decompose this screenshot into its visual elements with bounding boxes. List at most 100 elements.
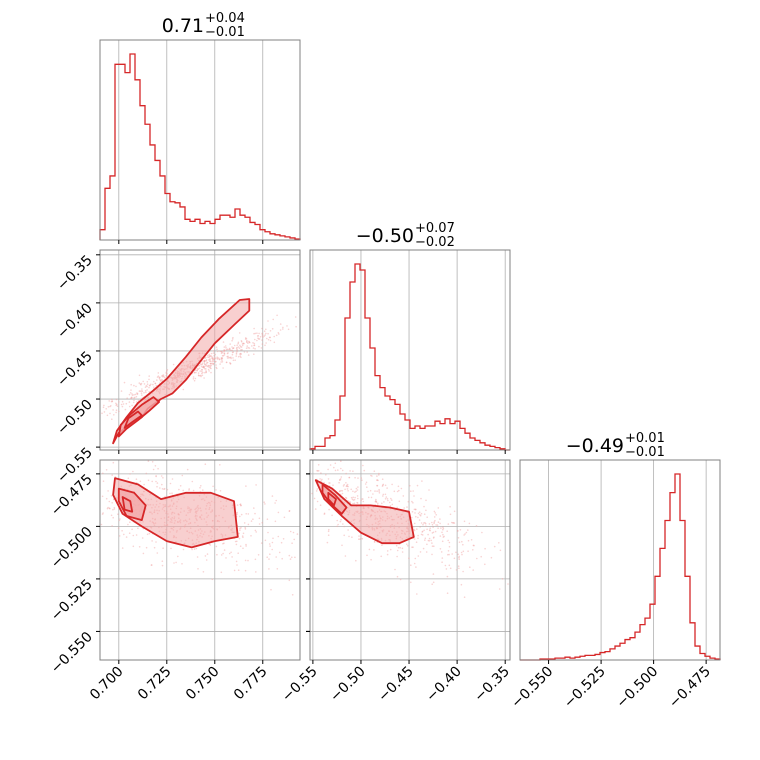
scatter-points-p1-p2-point <box>261 339 263 341</box>
scatter-points-p2-p3-point <box>457 537 460 539</box>
scatter-points-p2-p3-point <box>452 522 455 524</box>
scatter-points-p1-p3-point <box>145 546 148 549</box>
scatter-points-p1-p2-point <box>192 378 195 380</box>
scatter-points-p1-p2-point <box>240 356 242 359</box>
scatter-points-p1-p3-point <box>250 535 252 537</box>
scatter-points-p1-p3-point <box>141 537 144 539</box>
scatter-points-p2-p3-point <box>360 477 363 479</box>
scatter-points-p1-p3-point <box>102 512 104 514</box>
scatter-points-p1-p2-point <box>161 379 163 382</box>
scatter-points-p2-p3-point <box>442 527 445 530</box>
scatter-points-p1-p3-point <box>146 533 149 536</box>
scatter-points-p1-p2-point <box>166 372 168 375</box>
scatter-points-p1-p3-point <box>155 480 157 483</box>
scatter-points-p2-p3-point <box>316 500 319 503</box>
scatter-points-p2-p3-point <box>334 462 337 465</box>
scatter-points-p1-p2-point <box>203 360 206 363</box>
scatter-points-p1-p2-point <box>205 356 207 359</box>
scatter-points-p1-p3-point <box>258 517 261 520</box>
scatter-points-p2-p3-point <box>410 564 412 566</box>
scatter-points-p1-p2-point <box>207 364 210 367</box>
scatter-points-p2-p3-point <box>327 468 329 471</box>
scatter-points-p1-p2-point <box>208 370 210 372</box>
scatter-points-p1-p2-point <box>131 397 133 399</box>
scatter-points-p1-p2-point <box>122 403 125 405</box>
scatter-points-p1-p2-point <box>233 344 236 347</box>
scatter-points-p2-p3-point <box>328 508 330 511</box>
scatter-points-p1-p2-point <box>137 399 140 402</box>
scatter-points-p2-p3-point <box>375 498 377 501</box>
scatter-points-p1-p3-point <box>118 535 121 537</box>
scatter-points-p1-p2-point <box>136 392 138 394</box>
scatter-points-p1-p2-point <box>231 339 233 342</box>
scatter-points-p1-p2-point <box>205 370 207 372</box>
scatter-points-p2-p3-point <box>340 460 342 463</box>
scatter-points-p1-p2-point <box>212 357 214 360</box>
scatter-points-p1-p2-point <box>196 369 198 372</box>
scatter-points-p1-p2-point <box>123 381 126 384</box>
scatter-points-p2-p3-point <box>342 485 345 487</box>
scatter-points-p1-p3-point <box>228 552 231 555</box>
scatter-points-p1-p2-point <box>115 398 118 401</box>
scatter-points-p1-p2-point <box>240 340 243 342</box>
scatter-points-p1-p3-point <box>128 532 131 534</box>
scatter-points-p1-p3-point <box>195 547 198 550</box>
scatter-points-p1-p3-point <box>105 469 108 471</box>
scatter-points-p1-p2-point <box>192 376 195 378</box>
scatter-points-p1-p2-point <box>211 362 213 365</box>
scatter-points-p1-p2-point <box>154 382 157 385</box>
scatter-points-p2-p3-point <box>425 551 428 553</box>
scatter-points-p2-p3-point <box>448 553 450 556</box>
scatter-points-p1-p3-point <box>239 527 241 530</box>
scatter-points-p2-p3-point <box>439 522 441 525</box>
scatter-points-p1-p2-point <box>261 335 264 337</box>
scatter-points-p1-p2-point <box>225 347 227 349</box>
scatter-points-p2-p3-point <box>437 507 440 509</box>
scatter-points-p1-p2-point <box>227 352 229 354</box>
scatter-points-p2-p3-point <box>467 529 469 531</box>
scatter-points-p2-p3-point <box>453 557 456 560</box>
scatter-points-p1-p2-point <box>113 414 115 416</box>
scatter-points-p1-p2-point <box>220 352 223 355</box>
scatter-points-p2-p3-point <box>362 464 364 467</box>
scatter-points-p1-p2-point <box>211 360 214 363</box>
scatter-points-p1-p2-point <box>237 341 240 344</box>
scatter-points-p2-p3-point <box>431 545 434 547</box>
scatter-points-p1-p3-point <box>127 523 129 526</box>
scatter-points-p1-p2-point <box>215 366 218 369</box>
scatter-points-p2-p3-point <box>425 525 427 527</box>
scatter-points-p2-p3-point <box>352 470 354 473</box>
scatter-points-p2-p3-point <box>311 492 313 495</box>
scatter-points-p2-p3-point <box>378 474 380 476</box>
scatter-points-p2-p3-point <box>396 555 398 558</box>
scatter-points-p2-p3-point <box>446 530 449 532</box>
scatter-points-p2-p3-point <box>472 544 475 547</box>
scatter-points-p2-p3-point <box>420 522 423 524</box>
scatter-points-p1-p2-point <box>224 345 227 347</box>
scatter-points-p1-p2-point <box>264 334 267 336</box>
scatter-points-p1-p3-point <box>162 477 164 479</box>
scatter-points-p2-p3-point <box>365 481 368 484</box>
scatter-points-p1-p2-point <box>204 371 206 374</box>
scatter-points-p1-p2-point <box>218 358 220 360</box>
scatter-points-p1-p3-point <box>254 512 256 515</box>
scatter-points-p1-p3-point <box>289 530 292 533</box>
title-param-3-upper: +0.01 <box>625 431 665 446</box>
scatter-points-p1-p2-point <box>238 332 241 334</box>
scatter-points-p1-p3-point <box>204 463 207 466</box>
scatter-points-p2-p3-point <box>336 525 339 528</box>
scatter-points-p2-p3-point <box>354 491 356 493</box>
scatter-points-p1-p3-point <box>291 556 293 559</box>
scatter-points-p1-p2-point <box>116 405 119 408</box>
scatter-points-p2-p3-point <box>437 521 440 523</box>
scatter-points-p2-p3-point <box>358 535 360 537</box>
scatter-points-p1-p3-point <box>230 551 232 554</box>
scatter-points-p1-p2-point <box>254 332 257 335</box>
scatter-points-p1-p3-point <box>206 553 209 555</box>
scatter-points-p1-p2-point <box>253 327 255 330</box>
scatter-points-p1-p3-point <box>143 483 145 486</box>
scatter-points-p1-p3-point <box>268 543 271 545</box>
scatter-points-p2-p3-point <box>341 490 344 492</box>
scatter-points-p2-p3-point <box>391 483 393 486</box>
scatter-points-p1-p2-point <box>203 362 206 364</box>
